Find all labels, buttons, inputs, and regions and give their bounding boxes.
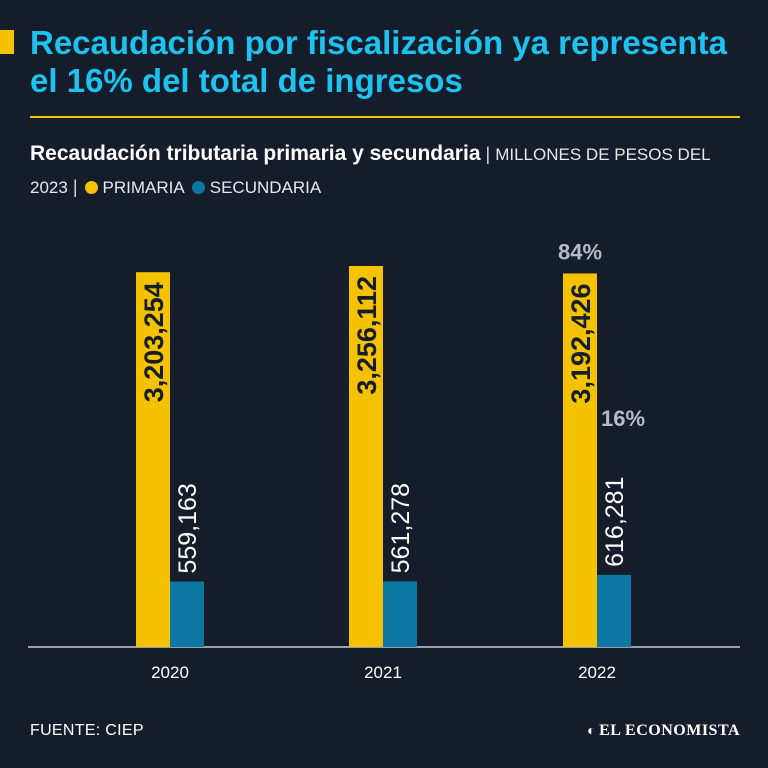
data-label-secundaria-2020: 559,163 (174, 483, 202, 573)
chart-title: Recaudación tributaria primaria y secund… (30, 142, 481, 165)
bar-primaria-2021 (349, 266, 383, 647)
annotation-secundaria-2022: 16% (601, 406, 645, 431)
bar-primaria-2022 (563, 273, 597, 647)
headline-accent-bar (0, 30, 14, 54)
data-label-secundaria-2022: 616,281 (601, 477, 629, 567)
x-tick-label-2021: 2021 (364, 663, 402, 682)
title-separator: | (485, 144, 491, 164)
source-note: FUENTE: CIEP (30, 722, 144, 739)
bar-secundaria-2021 (383, 581, 417, 647)
brand-icon: ◐ (587, 724, 597, 739)
data-label-primaria-2022: 3,192,426 (566, 283, 596, 403)
legend-swatch-primaria (84, 181, 98, 194)
legend-item-secundaria: SECUNDARIA (190, 177, 321, 197)
legend-swatch-secundaria (191, 181, 205, 194)
bar-secundaria-2020 (170, 581, 204, 647)
legend-item-primaria: PRIMARIA (83, 177, 190, 197)
data-label-primaria-2020: 3,203,254 (139, 282, 169, 402)
brand-logo: ◐ EL ECONOMISTA (587, 722, 740, 740)
legend-label-primaria: PRIMARIA (102, 178, 185, 197)
chart-subtitle: Recaudación tributaria primaria y secund… (30, 138, 745, 204)
legend-label-secundaria: SECUNDARIA (209, 178, 322, 197)
bar-secundaria-2022 (597, 574, 631, 647)
data-label-primaria-2021: 3,256,112 (352, 276, 382, 395)
brand-name: EL ECONOMISTA (599, 722, 740, 739)
annotation-primaria-2022: 84% (558, 239, 602, 264)
headline: Recaudación por fiscalización ya represe… (30, 24, 727, 99)
headline-divider (30, 116, 740, 118)
data-label-secundaria-2021: 561,278 (387, 483, 415, 573)
bar-primaria-2020 (136, 272, 170, 647)
units-label: MILLONES DE PESOS DEL 2023 (30, 145, 710, 197)
x-tick-label-2020: 2020 (151, 663, 189, 682)
x-tick-label-2022: 2022 (578, 663, 616, 682)
legend-separator: | (72, 177, 78, 197)
